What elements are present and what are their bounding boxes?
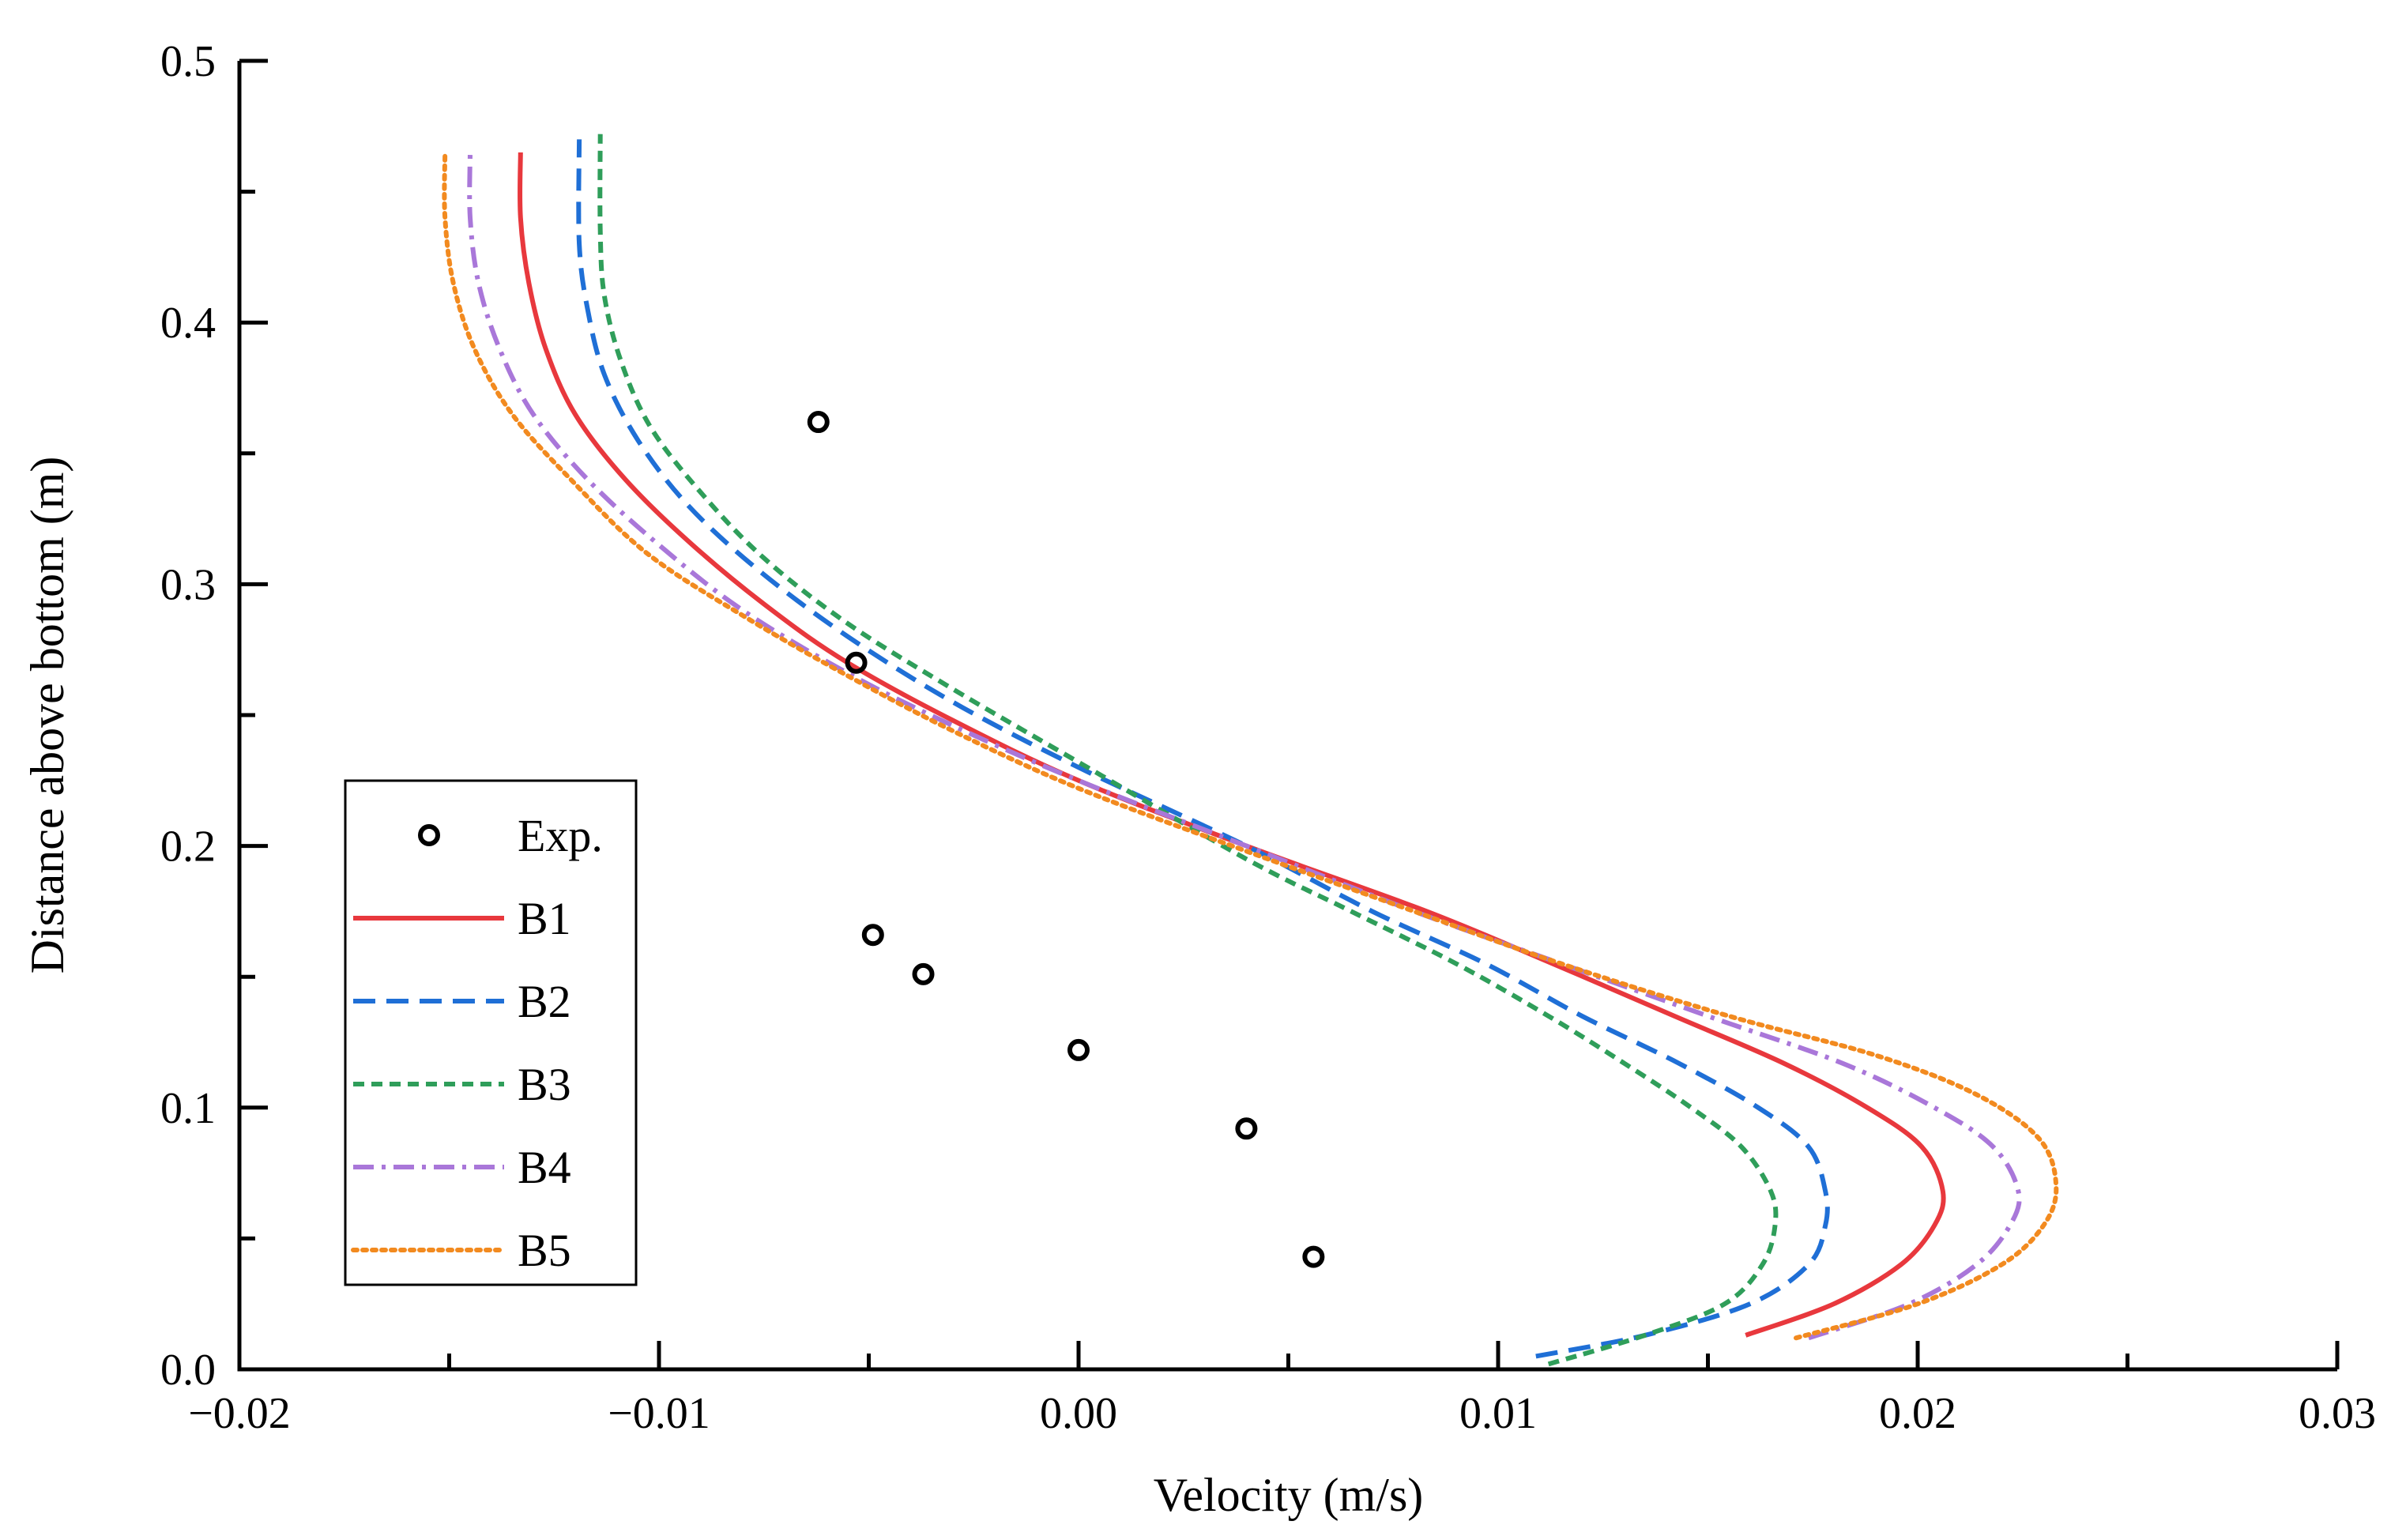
experimental-point-3 [861,924,884,947]
experimental-points-layer [807,411,1325,1268]
series-line-b5 [442,149,2059,1341]
y-tick-label: 0.2 [160,823,216,872]
experimental-point-5 [1067,1038,1090,1061]
legend: Exp. B1 B2 B3 B4 B5 [344,779,638,1286]
y-tick-label: 0.0 [160,1346,216,1395]
legend-label: Exp. [518,810,603,861]
y-tick-label: 0.3 [160,560,216,609]
legend-entry-b2: B2 [353,976,571,1027]
experimental-point-7 [1302,1245,1325,1268]
legend-marker [418,824,440,846]
series-line-b2 [576,139,1830,1359]
legend-label: B3 [518,1059,571,1110]
y-tick-label: 0.4 [160,299,216,348]
x-tick-label: 0.01 [1459,1389,1537,1438]
series-layer [442,134,2059,1367]
experimental-point-1 [807,411,830,434]
series-line-b4 [467,152,2022,1341]
experimental-point-2 [845,651,868,674]
y-tick-label: 0.1 [160,1084,216,1133]
experimental-point-4 [912,962,935,985]
x-tick-label: 0.03 [2299,1389,2376,1438]
legend-entry-b1: B1 [353,893,571,944]
legend-label: B5 [518,1225,571,1276]
series-line-b3 [597,134,1779,1367]
legend-box [344,779,638,1286]
x-tick-label: 0.00 [1040,1389,1117,1438]
legend-entry-b4: B4 [353,1142,571,1193]
x-tick-label: −0.01 [608,1389,710,1438]
x-axis-title: Velocity (m/s) [1154,1469,1424,1521]
experimental-point-6 [1235,1117,1258,1140]
legend-entry-b3: B3 [353,1059,571,1110]
x-tick-label: 0.02 [1879,1389,1956,1438]
y-axis-title: Distance above bottom (m) [21,457,73,974]
legend-label: B2 [518,976,571,1027]
legend-entry-b5: B5 [351,1225,571,1276]
legend-label: B4 [518,1142,571,1193]
axes-layer: 0.0 0.1 0.2 0.3 0.4 0.5 −0.02 −0.01 0.00 0.01 0.02… [160,37,2376,1438]
legend-label: B1 [518,893,571,944]
x-tick-label: −0.02 [188,1389,291,1438]
y-tick-label: 0.5 [160,37,216,86]
legend-entry-exp: Exp. [418,810,603,861]
